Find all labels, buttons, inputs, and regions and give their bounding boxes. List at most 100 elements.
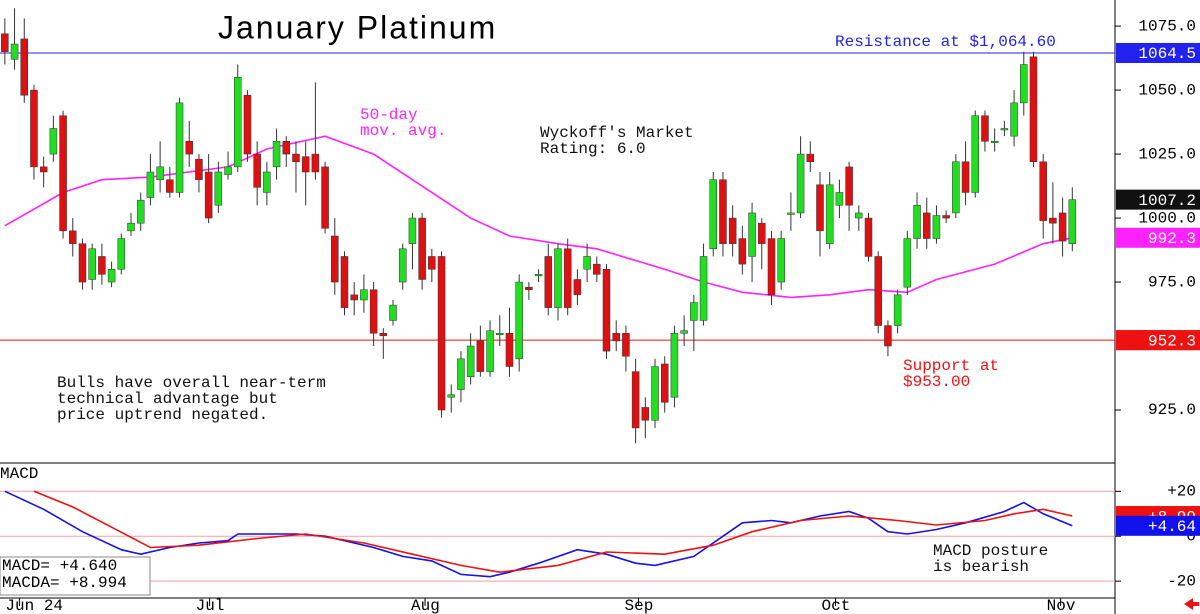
- candle-body: [719, 179, 727, 244]
- x-tick-label: Jun 24: [5, 597, 63, 614]
- level-label: +4.64: [1148, 518, 1196, 536]
- candle-body: [602, 269, 611, 352]
- candle-body: [884, 325, 892, 347]
- candle-body: [156, 166, 164, 180]
- annotation: MACD posture: [933, 542, 1048, 560]
- candle-body: [1049, 217, 1057, 224]
- candle-body: [651, 366, 659, 421]
- candle-body: [447, 394, 455, 398]
- candle-body: [476, 340, 485, 372]
- candle-body: [554, 248, 562, 308]
- candle-body: [777, 238, 785, 283]
- candle-body: [88, 248, 96, 280]
- x-tick-label: Aug: [411, 597, 440, 614]
- level-box: [1116, 42, 1200, 63]
- macd-line: [4, 490, 1073, 578]
- candle-body: [835, 192, 844, 206]
- annotation: is bearish: [933, 558, 1029, 576]
- candle-body: [583, 256, 591, 270]
- candle-body: [30, 89, 38, 168]
- candle-body: [78, 243, 87, 283]
- candle-body: [670, 332, 679, 398]
- candle-body: [1020, 64, 1028, 104]
- scroll-arrow[interactable]: [1184, 598, 1199, 610]
- candle-body: [534, 274, 543, 277]
- candle-body: [398, 248, 407, 283]
- candle-body: [136, 199, 145, 224]
- candle-body: [350, 294, 358, 301]
- candle-body: [457, 358, 465, 390]
- candle-body: [98, 256, 106, 275]
- candle-body: [389, 304, 397, 321]
- candle-body: [301, 156, 310, 173]
- candle-body: [437, 256, 446, 411]
- candle-body: [855, 212, 863, 219]
- candle-body: [612, 332, 620, 342]
- candle-body: [893, 294, 902, 326]
- candle-body: [593, 263, 601, 275]
- x-tick-label: Oct: [822, 597, 851, 614]
- candle-body: [466, 345, 475, 377]
- y-tick-label: +20: [1167, 483, 1196, 501]
- annotation: price uptrend negated.: [57, 406, 268, 424]
- annotation: Wyckoff's Market: [540, 124, 694, 142]
- chart-title: January Platinum: [218, 9, 497, 45]
- candle-body: [942, 215, 950, 219]
- y-tick-label: 0: [1186, 527, 1196, 545]
- candle-body: [369, 289, 378, 334]
- level-label: 992.3: [1148, 230, 1196, 248]
- candle-body: [631, 371, 640, 429]
- candle-body: [874, 256, 882, 326]
- candle-body: [845, 166, 853, 206]
- candle-body: [903, 238, 912, 288]
- candle-body: [127, 222, 135, 232]
- annotation: Rating: 6.0: [540, 140, 646, 158]
- candle-body: [175, 102, 184, 193]
- level-box: [1116, 227, 1200, 248]
- candle-body: [1029, 56, 1038, 163]
- candle-body: [418, 217, 426, 280]
- candle-body: [379, 332, 388, 337]
- readout-box: [0, 556, 151, 596]
- x-tick-label: Sep: [625, 597, 654, 614]
- x-tick-label: Jul: [196, 597, 225, 614]
- candle-body: [224, 166, 232, 175]
- y-tick-label: 1050.0: [1138, 81, 1196, 99]
- candle-body: [214, 171, 223, 206]
- annotation: 50-day: [360, 106, 418, 124]
- annotation: Bulls have overall near-term: [57, 374, 326, 392]
- annotation: mov. avg.: [360, 122, 446, 140]
- y-tick-label: 1000.0: [1138, 209, 1196, 227]
- annotation: Resistance at $1,064.60: [835, 33, 1056, 51]
- candle-body: [1010, 102, 1018, 137]
- candle-body: [816, 184, 824, 232]
- candle-body: [253, 153, 261, 188]
- candle-body: [486, 330, 494, 372]
- candle-body: [787, 212, 795, 215]
- candle-body: [1068, 199, 1077, 244]
- candle-body: [340, 256, 349, 308]
- candle-body: [146, 171, 155, 198]
- candle-body: [748, 212, 756, 257]
- candle-body: [728, 217, 737, 244]
- candle-body: [1039, 161, 1047, 221]
- candle-body: [990, 141, 999, 144]
- annotation: $953.00: [903, 373, 970, 391]
- candle-body: [913, 205, 921, 239]
- candle-body: [331, 235, 339, 283]
- candle-body: [204, 171, 213, 219]
- candle-body: [49, 128, 58, 155]
- candle-body: [981, 115, 989, 142]
- annotation: Support at: [903, 357, 999, 375]
- level-label: 952.3: [1148, 332, 1196, 350]
- candle-body: [360, 289, 368, 301]
- candle-body: [952, 161, 960, 214]
- candle-body: [709, 179, 718, 250]
- macd-title: MACD: [0, 465, 38, 483]
- candle-body: [107, 269, 116, 283]
- level-label: 1007.2: [1138, 192, 1196, 210]
- y-tick-label: 1025.0: [1138, 145, 1196, 163]
- candle-body: [195, 158, 203, 180]
